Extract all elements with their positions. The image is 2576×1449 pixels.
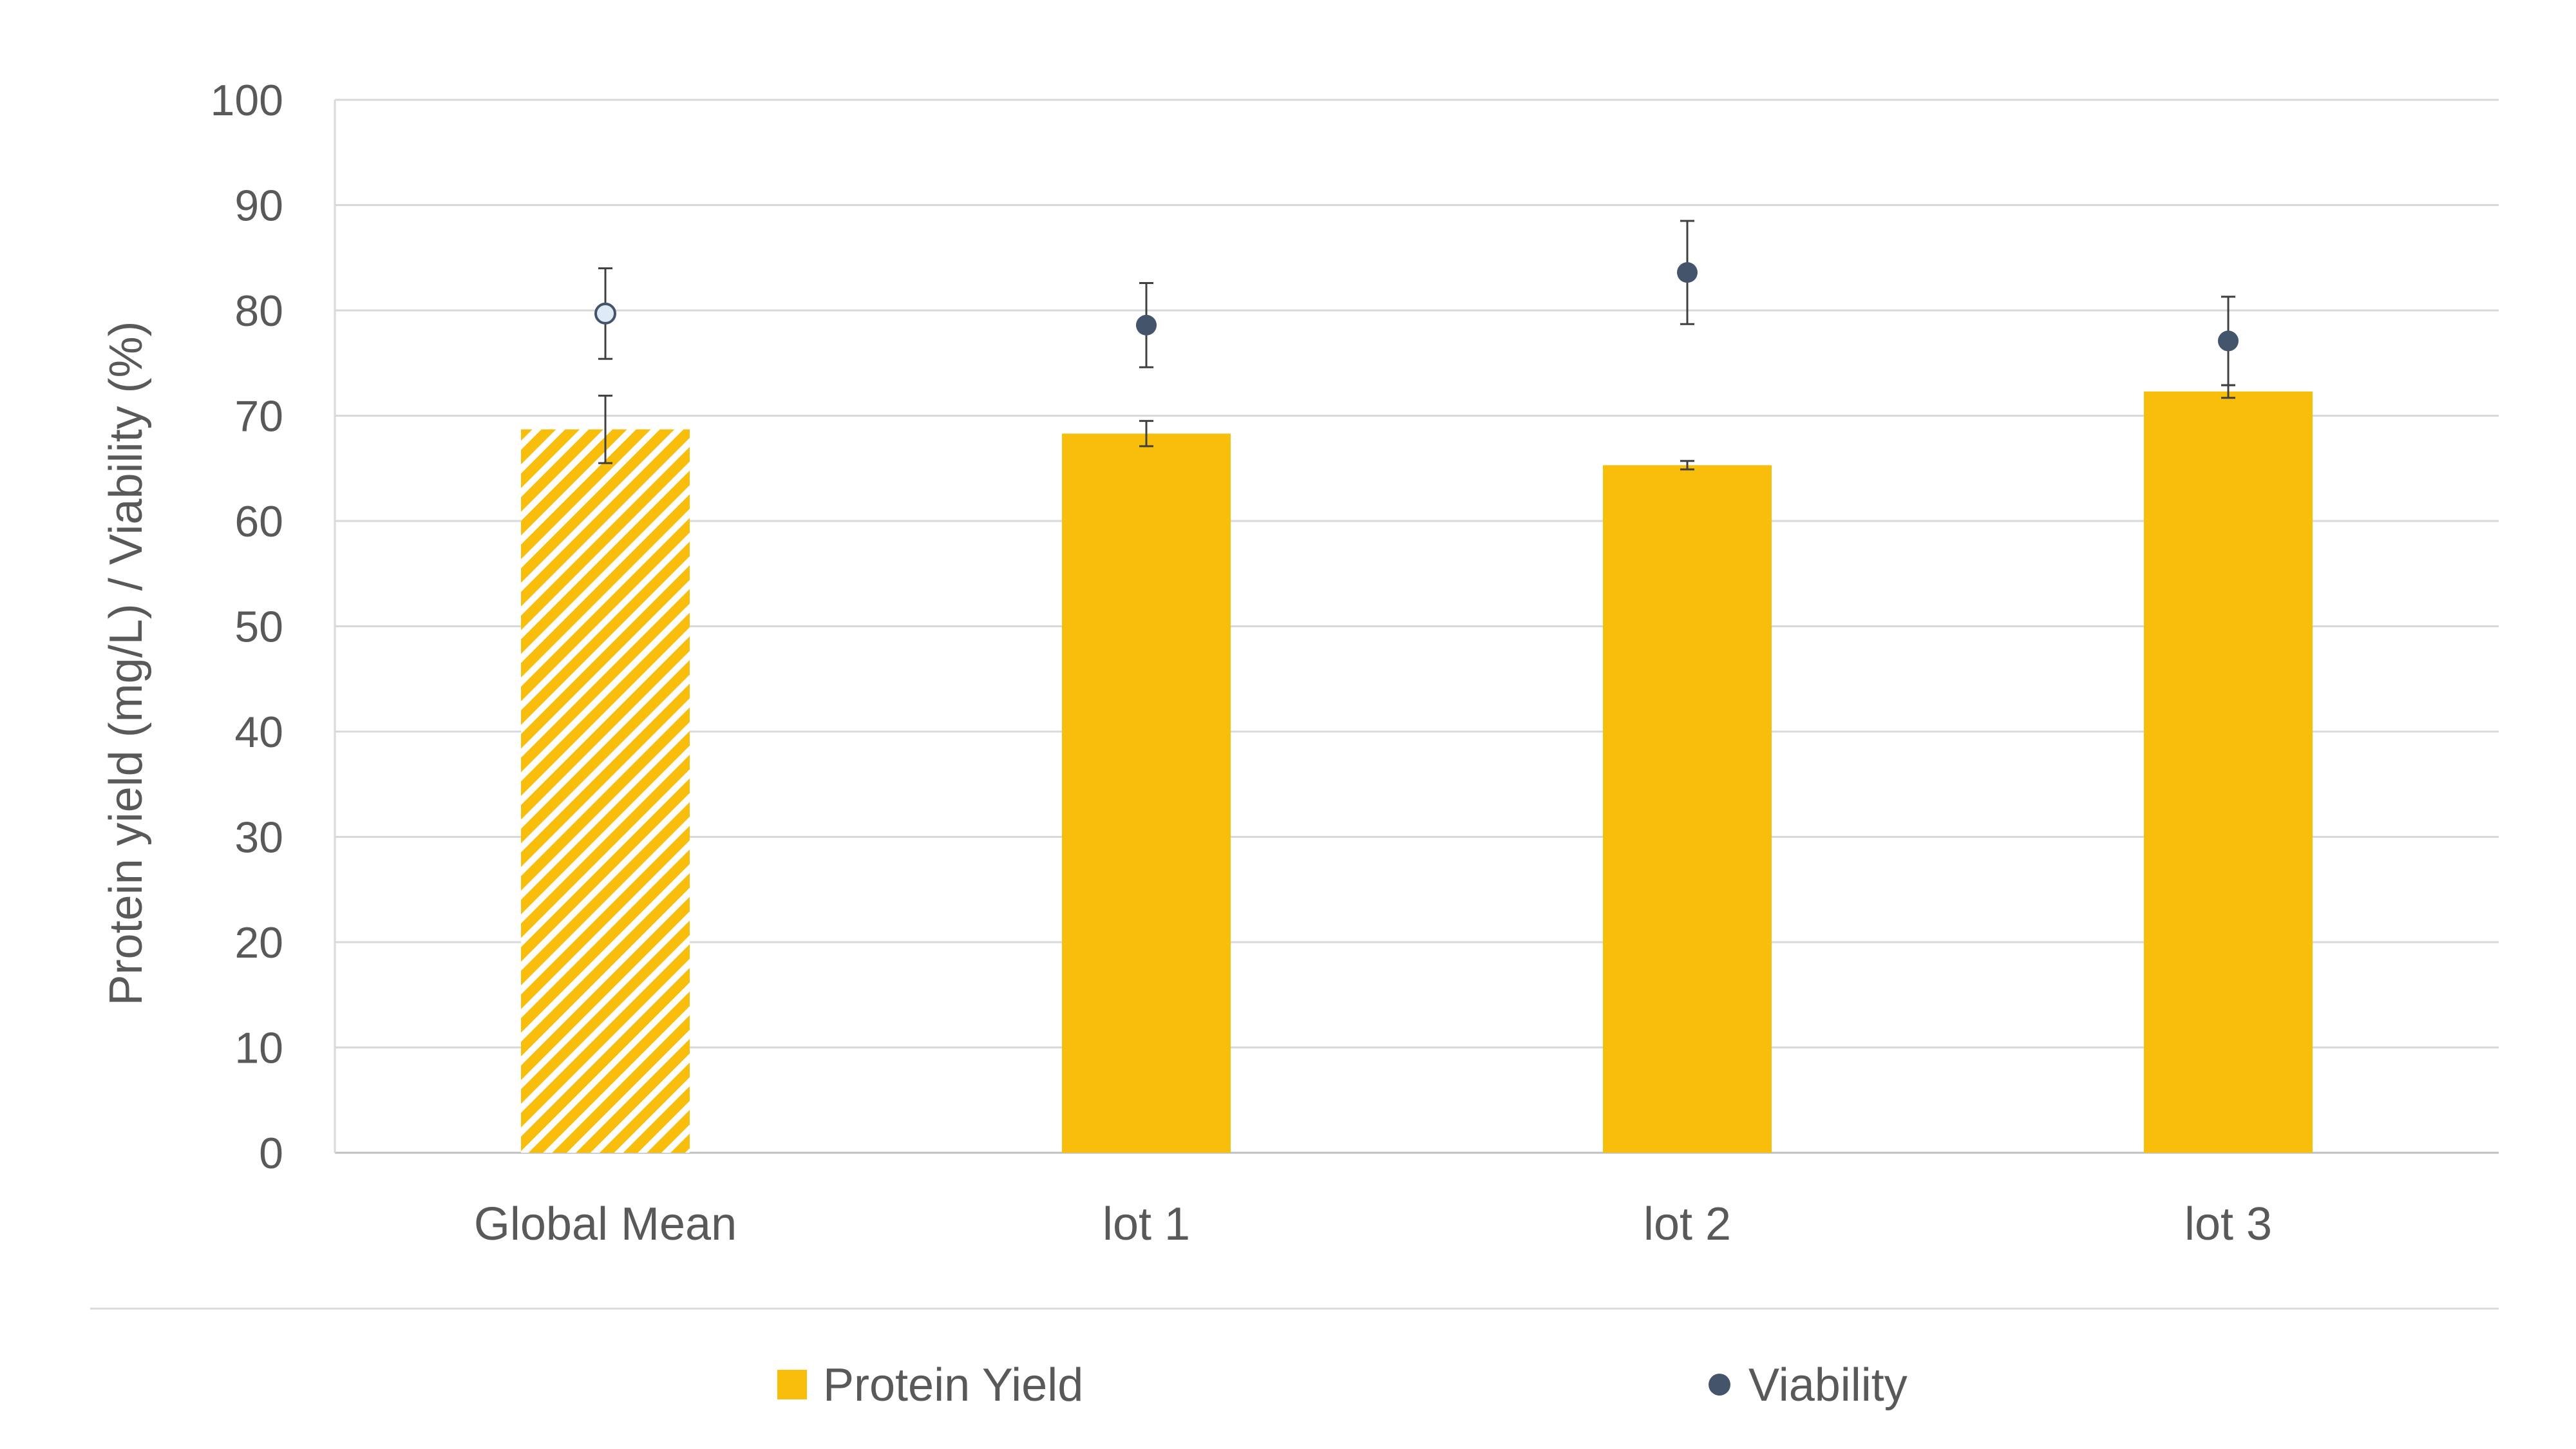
y-axis-title: Protein yield (mg/L) / Viability (%) xyxy=(100,321,152,1005)
bar-series xyxy=(521,384,2313,1153)
bar-error-bar xyxy=(1139,420,1153,448)
axis-labels: 0 10 20 30 40 50 60 70 80 90 100 Global Mean lot 1 lo… xyxy=(211,76,2273,1250)
bar-lot-2 xyxy=(1603,465,1772,1153)
y-tick-label: 0 xyxy=(259,1129,283,1178)
legend-marker-viability xyxy=(1709,1374,1730,1396)
legend-swatch-protein-yield xyxy=(777,1370,807,1399)
y-tick-label: 20 xyxy=(234,918,283,967)
y-tick-label: 30 xyxy=(234,813,283,862)
legend-label-viability: Viability xyxy=(1748,1359,1908,1411)
y-tick-label: 100 xyxy=(211,76,283,125)
viability-point xyxy=(594,302,616,325)
y-tick-label: 80 xyxy=(234,287,283,336)
y-tick-label: 50 xyxy=(234,603,283,652)
gridlines xyxy=(334,99,2499,1154)
bar-lot-3 xyxy=(2144,391,2313,1153)
bar-global-mean xyxy=(521,429,690,1153)
legend-label-protein-yield: Protein Yield xyxy=(823,1359,1083,1411)
y-tick-label: 40 xyxy=(234,708,283,757)
x-tick-label: lot 1 xyxy=(1103,1198,1190,1250)
y-tick-label: 60 xyxy=(234,497,283,546)
legend: Protein Yield Viability xyxy=(777,1359,1908,1411)
bar-error-bar xyxy=(1680,460,1694,471)
viability-point xyxy=(1136,314,1157,336)
x-tick-label: lot 2 xyxy=(1643,1198,1731,1250)
y-tick-label: 10 xyxy=(234,1024,283,1073)
bar-lot-1 xyxy=(1062,433,1231,1153)
bar-error-bar xyxy=(598,394,612,464)
point-series xyxy=(594,220,2239,386)
viability-point xyxy=(1677,262,1698,283)
y-tick-label: 90 xyxy=(234,182,283,231)
x-tick-label: lot 3 xyxy=(2184,1198,2272,1250)
x-tick-label: Global Mean xyxy=(474,1198,737,1250)
y-tick-label: 70 xyxy=(234,392,283,441)
viability-point xyxy=(2218,330,2239,352)
